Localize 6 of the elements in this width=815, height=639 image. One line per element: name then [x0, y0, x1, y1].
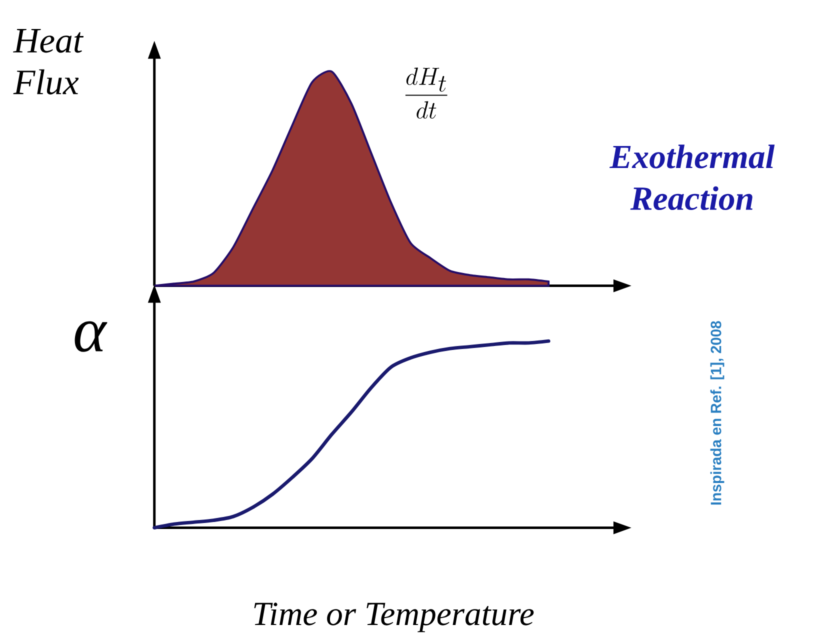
x-axis-title: Time or Temperature	[254, 602, 534, 632]
y-axis-title: α	[74, 321, 108, 352]
text: Exothermal Reaction	[609, 144, 775, 210]
annotation: $\frac{dH_t}{dt}$	[405, 67, 448, 118]
y-axis-title: Heat Flux	[13, 28, 84, 94]
text: Inspirada en Ref. [1], 2008	[710, 320, 724, 504]
